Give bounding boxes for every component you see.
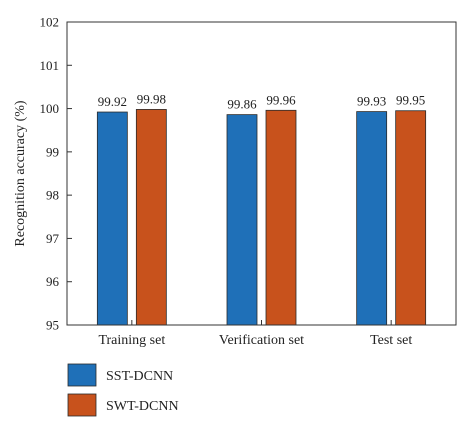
y-tick-label: 100 (40, 101, 60, 116)
bar-sst-dcnn (356, 111, 388, 326)
y-tick-label: 99 (46, 144, 59, 159)
data-labels-layer: 99.92 99.98 99.86 99.96 99.93 99.95 (98, 91, 426, 111)
data-label: 99.86 (227, 97, 257, 112)
y-tick-label: 96 (46, 274, 60, 289)
legend-label: SWT-DCNN (106, 399, 179, 414)
legend-label: SST-DCNN (106, 369, 173, 384)
legend: SST-DCNN SWT-DCNN (67, 363, 179, 417)
legend-swatch (67, 393, 97, 417)
y-tick-label: 97 (46, 231, 60, 246)
y-tick-label: 101 (40, 58, 60, 73)
legend-swatch (67, 363, 97, 387)
data-label: 99.96 (266, 92, 296, 107)
y-axis: 95 96 97 98 99 100 101 102 (40, 15, 72, 333)
x-category-label: Training set (98, 333, 165, 348)
data-label: 99.95 (396, 93, 425, 108)
y-axis-label: Recognition accuracy (%) (13, 100, 28, 246)
bar-swt-dcnn (135, 109, 167, 326)
y-tick-label: 95 (46, 318, 59, 333)
x-category-label: Test set (370, 333, 412, 348)
bar-sst-dcnn (96, 111, 128, 326)
y-tick-label: 98 (46, 188, 59, 203)
data-label: 99.93 (357, 94, 386, 109)
bars-layer (96, 109, 427, 326)
data-label: 99.98 (137, 91, 166, 106)
data-label: 99.92 (98, 94, 127, 109)
bar-swt-dcnn (395, 110, 427, 326)
bar-swt-dcnn (265, 109, 297, 326)
bar-sst-dcnn (226, 114, 258, 326)
y-tick-label: 102 (40, 15, 60, 30)
x-axis: Training set Verification set Test set (98, 320, 412, 348)
x-category-label: Verification set (219, 333, 304, 348)
